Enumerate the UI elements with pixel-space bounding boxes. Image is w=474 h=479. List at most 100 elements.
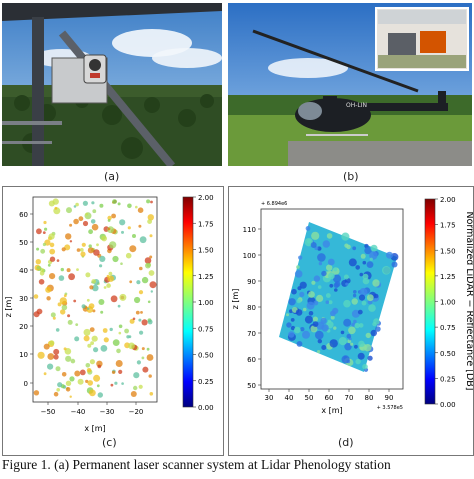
colorbar-tick-d: 0.25 xyxy=(440,375,456,383)
cloud-point xyxy=(69,223,73,227)
reflectance-blob xyxy=(346,333,352,339)
reflectance-blob xyxy=(310,242,317,248)
cloud-point xyxy=(45,286,52,293)
cloud-point xyxy=(139,266,143,271)
colorbar-tick-d: 1.00 xyxy=(440,299,456,307)
reflectance-blob xyxy=(290,318,295,322)
cloud-point xyxy=(118,331,122,335)
xtick-label-d: 80 xyxy=(365,394,374,402)
reflectance-blob xyxy=(288,331,295,338)
reflectance-blob xyxy=(353,319,357,324)
colorbar-tick-d: 1.50 xyxy=(440,247,456,255)
ylabel-c: z [m] xyxy=(4,297,13,318)
cloud-point xyxy=(136,360,141,365)
cloud-point xyxy=(63,294,67,298)
reflectance-blob xyxy=(311,280,316,285)
cloud-point xyxy=(42,242,47,247)
cloud-point xyxy=(83,328,91,336)
reflectance-blob xyxy=(321,345,327,350)
cloud-point xyxy=(43,220,47,225)
cloud-point xyxy=(93,347,99,353)
colorbar-tick-c: 0.50 xyxy=(198,352,214,360)
cloud-point xyxy=(135,205,138,209)
reflectance-blob xyxy=(317,350,321,354)
photo-a xyxy=(2,3,222,166)
cloud-point xyxy=(141,356,145,360)
cloud-point xyxy=(60,267,64,272)
reflectance-blob xyxy=(351,309,360,318)
cloud-point xyxy=(127,203,132,209)
cloud-point xyxy=(91,279,96,284)
cloud-point xyxy=(56,259,60,262)
cloud-point xyxy=(84,212,92,220)
reflectance-blob xyxy=(315,330,324,340)
reflectance-blob xyxy=(296,341,303,347)
ytick-label-d: 110 xyxy=(243,226,256,234)
reflectance-blob xyxy=(333,267,338,272)
colorbar-tick-c: 2.00 xyxy=(198,194,214,202)
cloud-point xyxy=(86,368,92,373)
ytick-label-d: 80 xyxy=(247,304,256,312)
cloud-point xyxy=(65,355,72,362)
cloud-point xyxy=(103,286,107,289)
cloud-point xyxy=(81,304,86,309)
cloud-point xyxy=(85,212,89,216)
reflectance-blob xyxy=(313,300,319,306)
plot-d: + 6.894e6 + 3.578e5 2.00 1.75 1.50 1.25 1.00… xyxy=(228,186,474,456)
reflectance-blob xyxy=(369,251,378,260)
reflectance-blob xyxy=(341,355,350,364)
cloud-point xyxy=(74,336,80,342)
cloud-point xyxy=(33,311,40,318)
reflectance-blob xyxy=(295,309,303,316)
xlabel-d: x [m] xyxy=(321,406,342,415)
cloud-point xyxy=(129,318,135,324)
cloud-point xyxy=(48,233,55,240)
reflectance-blob xyxy=(355,265,360,270)
cloud-point xyxy=(106,283,111,288)
reflectance-blob xyxy=(346,244,351,250)
reflectance-blob xyxy=(382,266,391,275)
cloud-point xyxy=(60,309,66,315)
cloud-point xyxy=(89,389,96,397)
cloud-point xyxy=(44,227,48,231)
cloud-point xyxy=(146,199,151,204)
cloud-point xyxy=(149,234,153,238)
cloud-point xyxy=(48,200,55,207)
cloud-point xyxy=(110,383,114,387)
cloud-point xyxy=(96,384,100,388)
ytick-label-c: 10 xyxy=(19,351,28,359)
cloud-point xyxy=(99,203,104,208)
cloud-point xyxy=(57,302,62,307)
cloud-point xyxy=(79,369,86,376)
reflectance-blob xyxy=(329,339,338,348)
xlabel-c: x [m] xyxy=(84,424,105,433)
cloud-point xyxy=(147,214,154,221)
cloud-point xyxy=(49,273,56,280)
ylabel-d: z [m] xyxy=(231,289,240,310)
reflectance-blob xyxy=(366,294,374,302)
cloud-point xyxy=(36,228,42,235)
cloud-point xyxy=(82,200,88,206)
reflectance-blob xyxy=(306,239,312,244)
cloud-point xyxy=(36,266,40,270)
cloud-point xyxy=(49,242,55,248)
reflectance-blob xyxy=(352,246,357,251)
reflectance-blob xyxy=(305,226,311,231)
offset-top-d: + 6.894e6 xyxy=(261,201,287,207)
reflectance-blob xyxy=(333,282,339,288)
reflectance-blob xyxy=(344,343,352,351)
colorbar-tick-d: 1.25 xyxy=(440,273,456,281)
reflectance-blob xyxy=(325,300,330,304)
cloud-point xyxy=(65,380,72,386)
ytick-label-d: 90 xyxy=(247,278,256,286)
cloud-point xyxy=(96,360,103,367)
cloud-point xyxy=(150,200,153,204)
cloud-point xyxy=(35,259,41,265)
cloud-point xyxy=(125,252,132,259)
reflectance-blob xyxy=(317,253,326,262)
cloud-point xyxy=(136,280,141,285)
reflectance-blob xyxy=(357,309,363,315)
cloud-point xyxy=(79,248,84,252)
ytick-label-d: 50 xyxy=(247,382,256,390)
cloud-point xyxy=(148,374,152,378)
